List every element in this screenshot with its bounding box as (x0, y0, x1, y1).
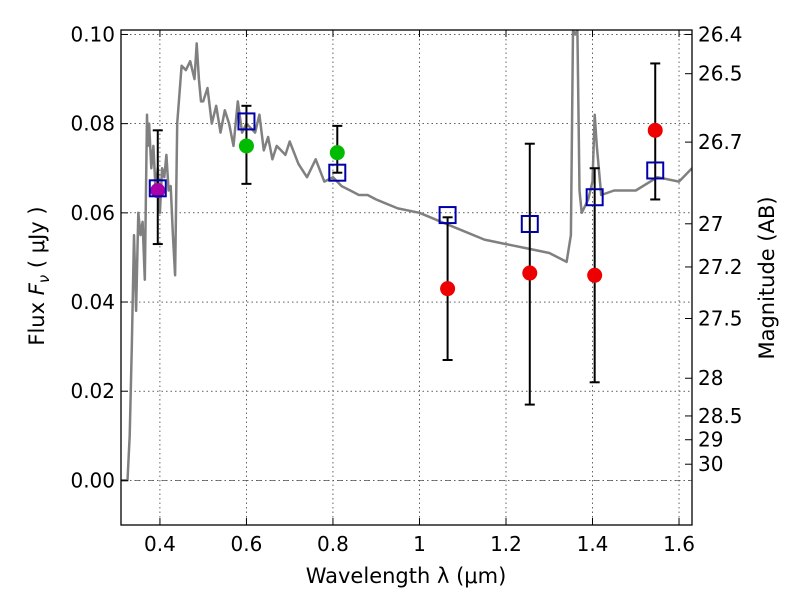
data-point (150, 183, 166, 199)
model-point (585, 188, 604, 207)
y-tick-label: 0.02 (70, 379, 115, 403)
model-point (237, 112, 256, 131)
model-point (148, 179, 167, 198)
grid (121, 30, 692, 525)
y-tick-label: 0.04 (70, 290, 115, 314)
x-tick-label: 1.4 (577, 532, 609, 556)
magnitude-tick-label: 26.5 (698, 62, 743, 86)
x-axis-label: Wavelength λ (μm) (306, 564, 507, 588)
model-point (328, 163, 347, 182)
data-point (647, 122, 663, 138)
magnitude-tick-label: 27.2 (698, 255, 743, 279)
magnitude-tick-label: 28 (698, 366, 723, 390)
y-tick-label: 0.00 (70, 468, 115, 492)
magnitude-tick-label: 26.7 (698, 130, 743, 154)
y-tick-label: 0.10 (70, 22, 115, 46)
x-tick-label: 1.2 (490, 532, 522, 556)
magnitude-tick-label: 30 (698, 452, 723, 476)
x-tick-label: 1 (413, 532, 426, 556)
error-bars (152, 62, 661, 406)
y-axis-ticks: 0.00 0.02 0.04 0.06 0.08 0.10 (70, 22, 128, 492)
y-tick-label: 0.06 (70, 201, 115, 225)
data-point (440, 281, 456, 297)
photometry-points (150, 122, 663, 297)
data-point (329, 145, 345, 161)
model-photometry-points (148, 112, 665, 233)
magnitude-tick-label: 27 (698, 212, 723, 236)
magnitude-tick-label: 28.5 (698, 404, 743, 428)
plot-frame (120, 29, 693, 526)
model-point (646, 161, 665, 180)
x-tick-label: 0.8 (317, 532, 349, 556)
y-axis-label: Flux Fν ( μJy ) (25, 206, 53, 345)
magnitude-axis-label: Magnitude (AB) (755, 196, 779, 359)
data-point (238, 138, 254, 154)
x-tick-label: 1.6 (663, 532, 695, 556)
y-tick-label: 0.08 (70, 112, 115, 136)
data-point (587, 267, 603, 283)
magnitude-tick-label: 26.4 (698, 22, 743, 46)
magnitude-tick-label: 29 (698, 428, 723, 452)
model-point (520, 214, 539, 233)
x-tick-label: 0.6 (231, 532, 263, 556)
x-axis-ticks: 0.4 0.6 0.8 1 1.2 1.4 1.6 (144, 30, 695, 556)
data-point (522, 265, 538, 281)
magnitude-tick-label: 27.5 (698, 306, 743, 330)
model-point (438, 206, 457, 225)
x-tick-label: 0.4 (144, 532, 176, 556)
plot-background (121, 30, 692, 525)
